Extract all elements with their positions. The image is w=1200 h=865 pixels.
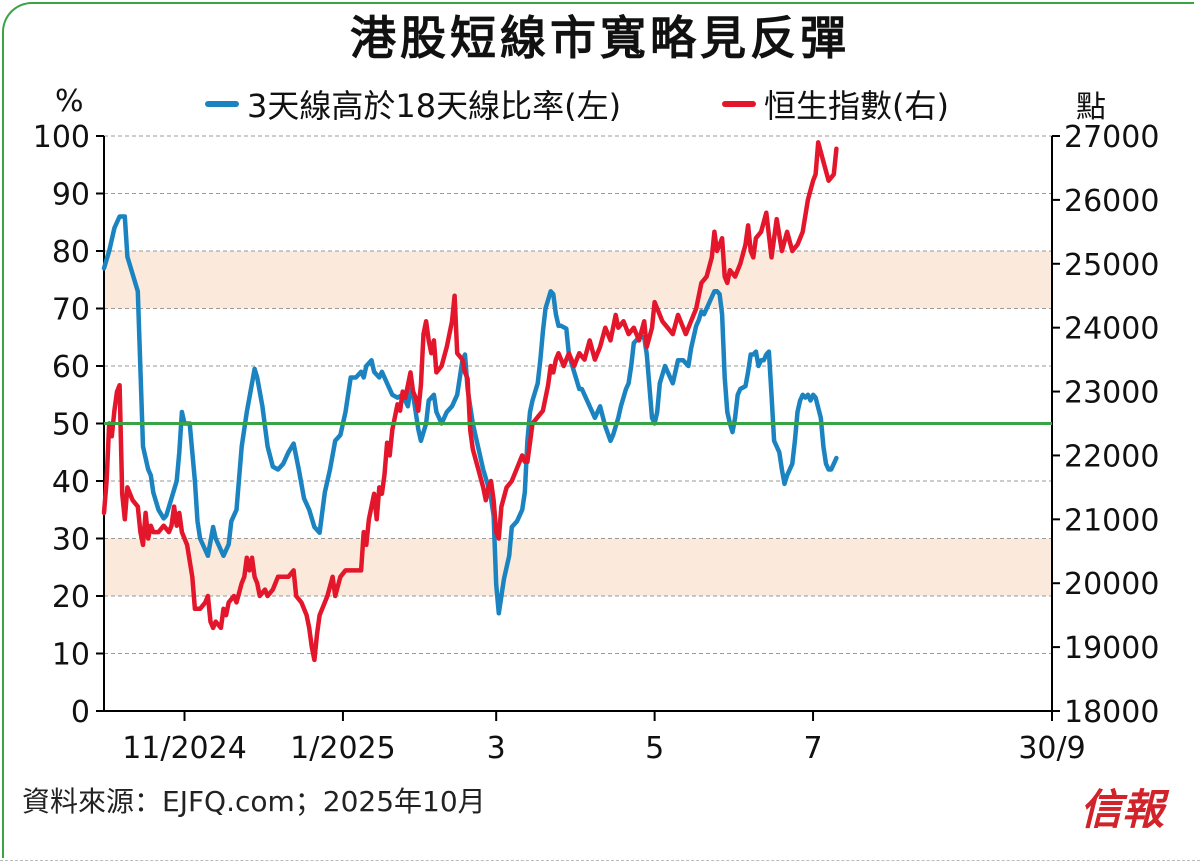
chart-title: 港股短線市寬略見反彈 [350, 11, 850, 65]
right-tick-label: 27000 [1064, 120, 1159, 155]
right-tick-label: 26000 [1064, 184, 1159, 219]
x-tick-label: 3 [487, 731, 506, 766]
bottom-divider [0, 860, 1200, 861]
shaded-band-0 [104, 251, 1052, 309]
x-tick-label: 30/9 [1018, 731, 1085, 766]
legend-item-hsi: 恒生指數(右) [722, 82, 949, 126]
left-tick-label: 60 [52, 350, 90, 385]
series-line-hsi [101, 140, 839, 663]
publisher-logo: 信報 [1080, 785, 1165, 834]
series-line-breadth-ratio [101, 214, 839, 616]
left-tick-label: 0 [71, 695, 90, 730]
right-axis-unit: 點 [1076, 90, 1106, 125]
right-tick-label: 23000 [1064, 376, 1159, 411]
left-tick-label: 30 [52, 523, 90, 558]
x-tick-label: 11/2024 [122, 731, 247, 766]
right-tick-label: 21000 [1064, 503, 1159, 538]
legend-swatch-blue [205, 101, 239, 107]
left-tick-label: 80 [52, 235, 90, 270]
legend-label-breadth-ratio: 3天線高於18天線比率(左) [247, 87, 622, 125]
legend-swatch-red [722, 101, 756, 107]
left-tick-label: 20 [52, 580, 90, 615]
left-tick-label: 10 [52, 638, 90, 673]
right-tick-label: 24000 [1064, 312, 1159, 347]
x-tick-label: 5 [645, 731, 664, 766]
right-tick-label: 22000 [1064, 439, 1159, 474]
x-tick-label: 1/2025 [290, 731, 396, 766]
right-tick-label: 25000 [1064, 248, 1159, 283]
shaded-band-1 [104, 538, 1052, 596]
left-tick-label: 50 [52, 408, 90, 443]
left-axis-unit: % [55, 84, 84, 119]
left-tick-label: 70 [52, 293, 90, 328]
right-tick-label: 19000 [1064, 631, 1159, 666]
right-tick-label: 20000 [1064, 567, 1159, 602]
right-tick-label: 18000 [1064, 695, 1159, 730]
left-tick-label: 100 [33, 120, 90, 155]
source-note: 資料來源：EJFQ.com；2025年10月 [22, 785, 486, 818]
left-tick-label: 40 [52, 465, 90, 500]
x-tick-label: 7 [804, 731, 823, 766]
legend-item-breadth-ratio: 3天線高於18天線比率(左) [205, 82, 621, 126]
left-tick-label: 90 [52, 178, 90, 213]
legend-label-hsi: 恒生指數(右) [764, 87, 949, 125]
